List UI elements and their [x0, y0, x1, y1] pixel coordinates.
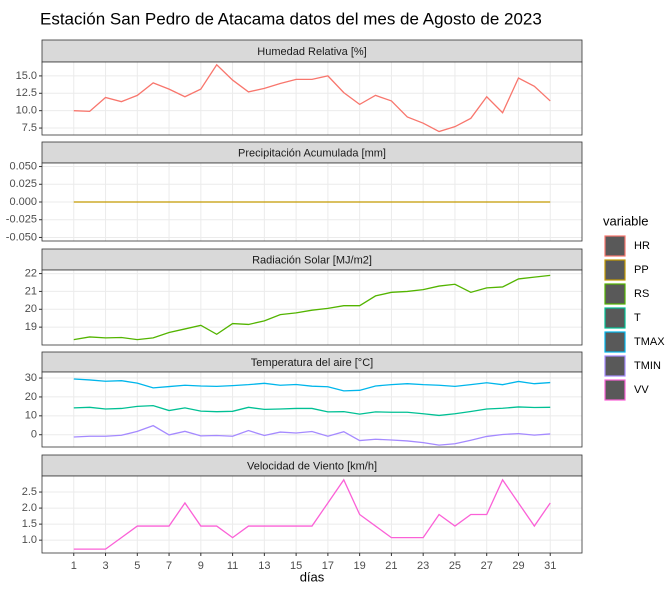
y-tick-label: 2.0	[22, 502, 37, 514]
legend-key	[604, 259, 626, 281]
panel-border	[41, 371, 583, 448]
y-tick-label: -0.050	[6, 231, 37, 243]
strip-label: Temperatura del aire [°C]	[251, 357, 373, 369]
y-tick-label: 30	[25, 372, 37, 384]
legend-label: TMAX	[634, 336, 665, 348]
panel-background	[42, 270, 582, 345]
strip-label: Radiación Solar [MJ/m2]	[252, 254, 372, 266]
panel-border	[41, 475, 583, 554]
legend-label: TMIN	[634, 360, 661, 372]
panel-border	[41, 269, 583, 346]
panel-border	[41, 162, 583, 242]
y-tick-label: 0	[31, 429, 37, 441]
y-tick-label: 20	[25, 391, 37, 403]
panel-background	[42, 476, 582, 553]
series-line	[73, 274, 551, 341]
x-tick-label: 15	[290, 560, 302, 572]
series-line	[73, 63, 551, 133]
y-tick-label: 19	[25, 321, 37, 333]
y-tick-label: 10	[25, 410, 37, 422]
y-tick-label: 12.5	[16, 87, 37, 99]
x-tick-label: 3	[102, 560, 108, 572]
series-line	[73, 424, 551, 446]
y-tick-label: 21	[25, 285, 37, 297]
strip-label: Velocidad de Viento [km/h]	[247, 460, 377, 472]
legend-label: PP	[634, 264, 649, 276]
x-tick-label: 19	[354, 560, 366, 572]
legend-key	[604, 355, 626, 377]
x-tick-label: 27	[481, 560, 493, 572]
y-tick-label: 22	[25, 267, 37, 279]
y-tick-label: 0.000	[9, 196, 37, 208]
panel-background	[42, 62, 582, 135]
x-tick-label: 1	[71, 560, 77, 572]
x-tick-label: 21	[385, 560, 397, 572]
y-tick-label: 0.025	[9, 178, 37, 190]
series-line	[73, 404, 551, 417]
strip-label: Humedad Relativa [%]	[257, 46, 366, 58]
legend-label: RS	[634, 288, 649, 300]
series-line	[73, 378, 551, 392]
y-tick-label: 20	[25, 303, 37, 315]
x-tick-label: 25	[449, 560, 461, 572]
x-axis-label: días	[300, 569, 325, 584]
y-tick-label: 2.5	[22, 486, 37, 498]
x-tick-label: 29	[512, 560, 524, 572]
y-tick-label: 10.0	[16, 105, 37, 117]
y-tick-label: 15.0	[16, 70, 37, 82]
y-tick-label: -0.025	[6, 214, 37, 226]
x-tick-label: 31	[544, 560, 556, 572]
x-tick-label: 23	[417, 560, 429, 572]
x-tick-label: 11	[227, 560, 238, 572]
legend-key	[604, 235, 626, 257]
x-tick-label: 17	[322, 560, 334, 572]
legend-title: variable	[603, 213, 649, 228]
legend-key	[604, 379, 626, 401]
x-tick-label: 7	[166, 560, 172, 572]
x-tick-label: 13	[258, 560, 270, 572]
legend-key	[604, 331, 626, 353]
y-tick-label: 1.5	[22, 518, 37, 530]
x-tick-label: 5	[134, 560, 140, 572]
x-tick-label: 9	[198, 560, 204, 572]
series-line	[73, 478, 551, 550]
legend-label: HR	[634, 240, 650, 252]
legend-label: VV	[634, 384, 649, 396]
legend-key	[604, 283, 626, 305]
y-tick-label: 1.0	[22, 534, 37, 546]
panel-background	[42, 372, 582, 447]
panel-border	[41, 61, 583, 136]
legend-key	[604, 307, 626, 329]
y-tick-label: 7.5	[22, 122, 37, 134]
legend-label: T	[634, 312, 641, 324]
chart-title: Estación San Pedro de Atacama datos del …	[40, 9, 542, 28]
y-tick-label: 0.050	[9, 160, 37, 172]
strip-label: Precipitación Acumulada [mm]	[238, 147, 386, 159]
